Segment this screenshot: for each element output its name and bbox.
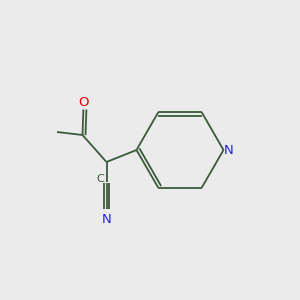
Text: N: N: [224, 143, 234, 157]
Text: N: N: [102, 213, 111, 226]
Text: O: O: [78, 96, 89, 110]
Text: C: C: [96, 173, 104, 184]
